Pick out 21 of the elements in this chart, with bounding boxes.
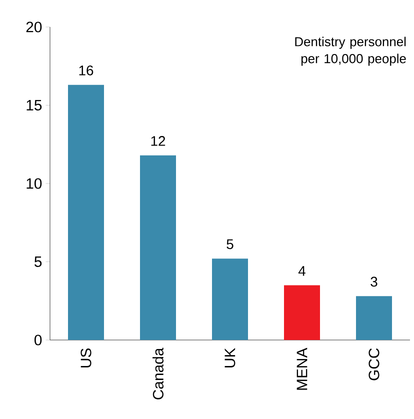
- y-tick-label: 0: [34, 334, 42, 346]
- x-tick-label: GCC: [368, 348, 380, 380]
- y-tick-label: 20: [26, 22, 42, 32]
- y-tick-label: 5: [34, 256, 42, 267]
- annotation: Dentistry personnel per 10,000 people: [295, 36, 406, 66]
- data-label: 12: [151, 136, 166, 146]
- bar: [68, 84, 104, 340]
- bar: [284, 285, 320, 340]
- data-label: 16: [79, 65, 94, 76]
- x-tick-label: UK: [224, 348, 236, 368]
- x-tick-label: US: [80, 348, 92, 368]
- data-label: 5: [226, 239, 234, 250]
- y-tick-label: 10: [26, 178, 42, 189]
- bar: [212, 258, 248, 340]
- data-label: 3: [370, 276, 378, 287]
- x-tick-label: Canada: [152, 348, 164, 400]
- data-label: 4: [298, 266, 306, 276]
- x-tick-label: MENA: [296, 348, 308, 390]
- y-tick-label: 15: [26, 100, 42, 110]
- bar: [356, 296, 392, 340]
- bar: [140, 155, 176, 340]
